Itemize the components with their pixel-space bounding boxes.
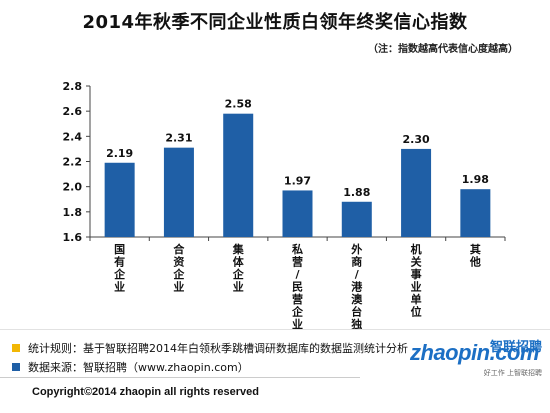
bar-value-labels: 2.19 2.31 2.58 1.97 1.88 2.30 1.98	[106, 98, 489, 199]
bar	[163, 147, 194, 237]
logo-tagline: 好工作 上智联招聘	[483, 369, 542, 377]
logo-chinese-name: 智联招聘	[489, 340, 542, 355]
category-label: 国有企业	[113, 243, 126, 294]
category-labels: 国有企业 合资企业 集体企业 私营/民营企业 外商/港澳台独资 机关事业单位 其他	[113, 242, 481, 330]
category-label: 合资企业	[172, 242, 185, 294]
y-tick-label: 2.0	[63, 181, 83, 194]
bar-value-label: 2.30	[403, 133, 430, 146]
bar	[223, 113, 254, 237]
bar-chart: 1.6 1.8 2.0 2.2 2.4 2.6 2.8 2.19 2.31 2.58 1.97 1.…	[63, 80, 506, 330]
logo-wordmark: zhaopin.com	[410, 340, 539, 365]
y-tick-label: 1.6	[63, 231, 83, 244]
bar-value-label: 1.88	[343, 186, 370, 199]
bar-value-label: 1.98	[462, 173, 489, 186]
note-statistics-rule-text: 统计规则：基于智联招聘2014年白领秋季跳槽调研数据库的数据监测统计分析	[28, 342, 408, 355]
bar	[460, 189, 491, 237]
y-axis: 1.6 1.8 2.0 2.2 2.4 2.6 2.8	[63, 80, 91, 244]
note-statistics-rule: 统计规则：基于智联招聘2014年白领秋季跳槽调研数据库的数据监测统计分析	[12, 340, 408, 356]
footer-divider	[0, 329, 550, 330]
bar	[401, 148, 432, 237]
bar-value-label: 2.58	[225, 98, 252, 111]
bar-value-label: 1.97	[284, 174, 311, 187]
y-tick-label: 2.6	[63, 105, 83, 118]
blue-square-bullet	[12, 363, 20, 371]
y-tick-label: 2.4	[63, 130, 83, 143]
bar-value-label: 2.19	[106, 147, 133, 160]
bars	[104, 113, 491, 237]
category-label: 外商/港澳台独资	[350, 242, 363, 330]
y-tick-label: 2.2	[63, 156, 83, 169]
page-title: 2014年秋季不同企业性质白领年终奖信心指数	[82, 12, 468, 33]
y-tick-label: 2.8	[63, 80, 83, 93]
bar	[104, 162, 135, 237]
yellow-square-bullet	[12, 344, 20, 352]
note-data-source-text: 数据来源：智联招聘（www.zhaopin.com）	[28, 361, 249, 374]
bar-value-label: 2.31	[165, 132, 192, 145]
x-axis	[89, 236, 506, 241]
category-label: 机关事业单位	[411, 242, 422, 319]
zhaopin-logo: 智联招聘 zhaopin.com 好工作 上智联招聘	[410, 336, 542, 380]
bar	[341, 201, 372, 237]
copyright-text: Copyright©2014 zhaopin all rights reserv…	[32, 386, 259, 398]
copyright-divider	[0, 377, 360, 378]
y-tick-label: 1.8	[63, 206, 83, 219]
category-label: 私营/民营企业	[291, 242, 304, 330]
category-label: 其他	[469, 242, 481, 269]
note-data-source: 数据来源：智联招聘（www.zhaopin.com）	[12, 359, 249, 375]
bar	[282, 190, 313, 237]
chart-subtitle: （注：指数越高代表信心度越高）	[368, 44, 518, 55]
category-label: 集体企业	[232, 242, 245, 294]
